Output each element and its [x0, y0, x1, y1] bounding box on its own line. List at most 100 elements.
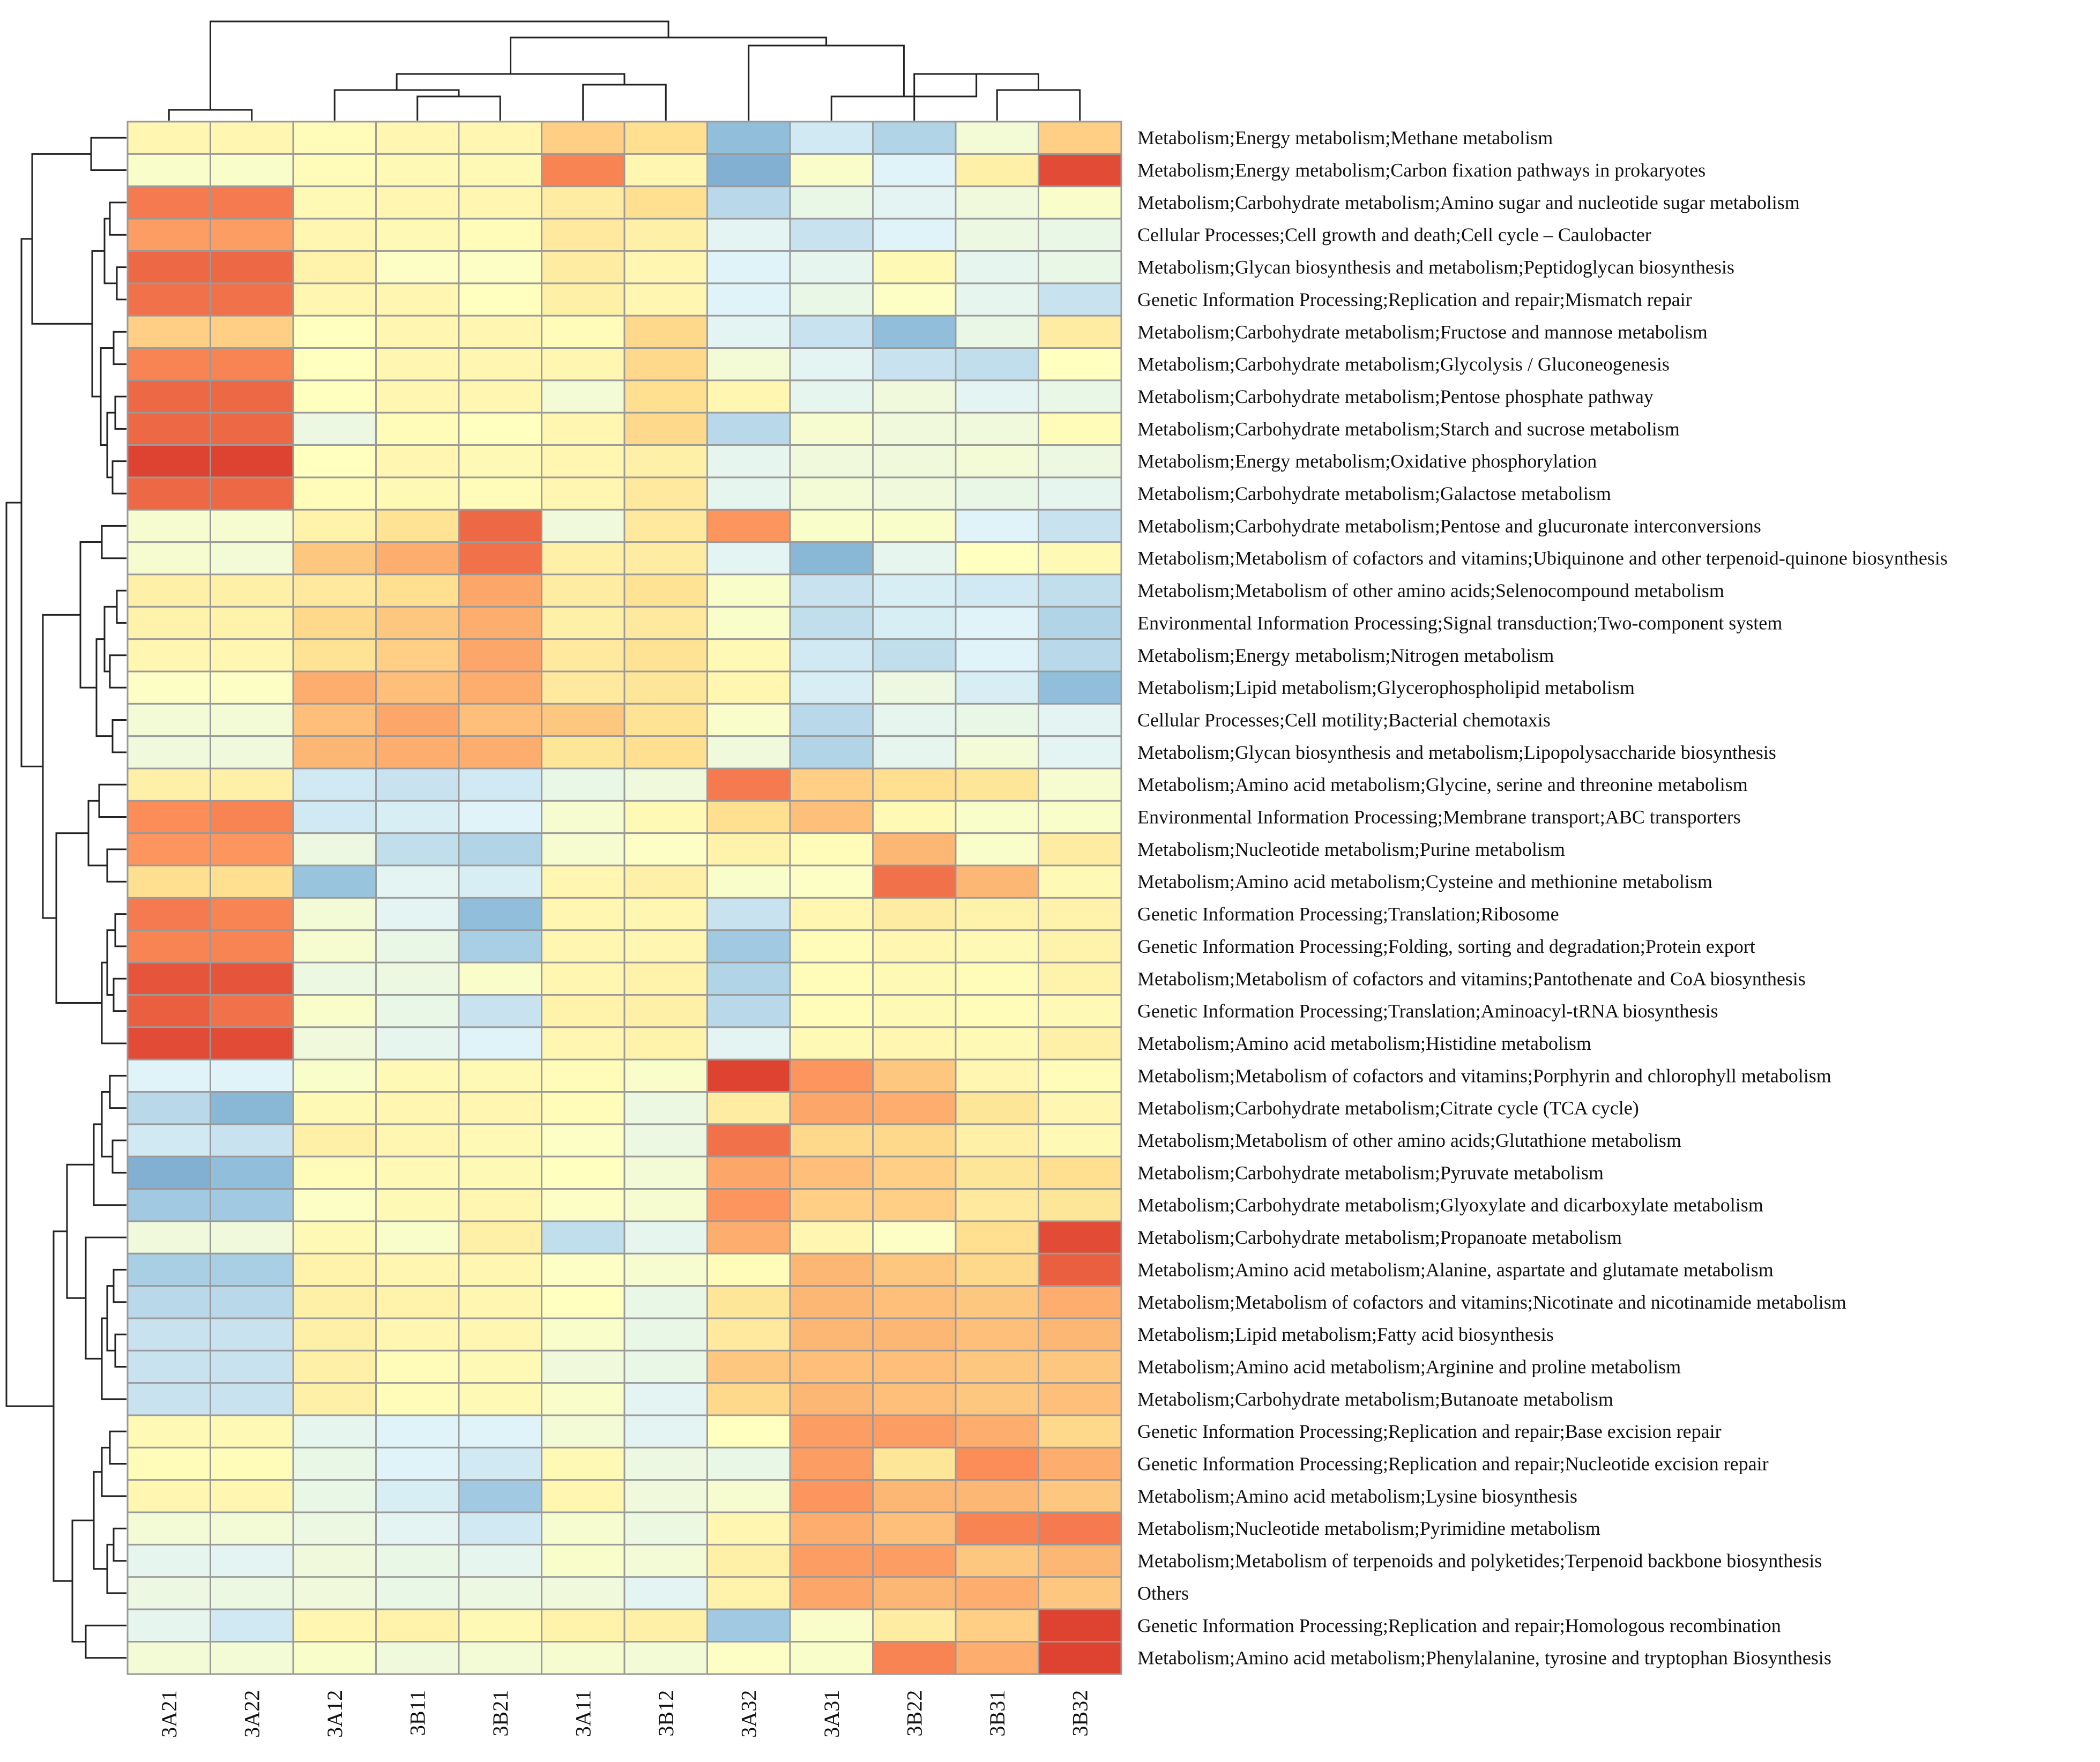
- heatmap-cell: [706, 606, 791, 640]
- heatmap-cell: [375, 1123, 460, 1158]
- heatmap-cell: [458, 185, 542, 220]
- heatmap-cell: [1038, 1220, 1122, 1255]
- heatmap-cell: [292, 1382, 377, 1416]
- heatmap-cell: [458, 282, 542, 317]
- heatmap-cell: [872, 864, 957, 899]
- heatmap-cell: [872, 1155, 957, 1190]
- heatmap-cell: [292, 767, 377, 802]
- heatmap-cell: [126, 1317, 211, 1352]
- heatmap-cell: [1038, 994, 1122, 1028]
- heatmap-cell: [623, 1026, 708, 1061]
- heatmap-cell: [210, 1252, 294, 1287]
- heatmap-cell: [541, 282, 625, 317]
- heatmap-cell: [292, 509, 377, 543]
- heatmap-cell: [955, 1091, 1039, 1125]
- row-label: Genetic Information Processing;Translati…: [1137, 1001, 1718, 1022]
- heatmap-cell: [955, 832, 1039, 867]
- heatmap-cell: [789, 1220, 874, 1255]
- heatmap-cell: [541, 1608, 625, 1643]
- heatmap-cell: [955, 476, 1039, 511]
- heatmap-cell: [623, 1608, 708, 1643]
- heatmap-cell: [789, 897, 874, 931]
- heatmap-cell: [375, 315, 460, 349]
- heatmap-cell: [872, 1349, 957, 1384]
- heatmap-cell: [458, 1349, 542, 1384]
- heatmap-cell: [955, 767, 1039, 802]
- heatmap-cell: [789, 1608, 874, 1643]
- heatmap-cell: [292, 832, 377, 867]
- heatmap-cell: [872, 573, 957, 608]
- heatmap-cell: [210, 573, 294, 608]
- heatmap-cell: [623, 282, 708, 317]
- heatmap-cell: [706, 347, 791, 382]
- heatmap-cell: [375, 1220, 460, 1255]
- heatmap-cell: [210, 735, 294, 770]
- row-dendrogram-link: [5, 502, 54, 1407]
- heatmap-cell: [541, 185, 625, 220]
- heatmap-cell: [458, 1220, 542, 1255]
- row-label: Metabolism;Metabolism of cofactors and v…: [1137, 548, 1948, 569]
- heatmap-cell: [955, 864, 1039, 899]
- heatmap-cell: [872, 929, 957, 964]
- heatmap-cell: [292, 1349, 377, 1384]
- heatmap-cell: [955, 218, 1039, 252]
- heatmap-cell: [375, 1026, 460, 1061]
- heatmap-cell: [458, 1252, 542, 1287]
- row-dendrogram-link: [66, 1163, 94, 1299]
- heatmap-cell: [706, 864, 791, 899]
- heatmap-cell: [789, 1058, 874, 1093]
- heatmap-cell: [541, 1382, 625, 1416]
- heatmap-cell: [706, 121, 791, 155]
- heatmap-cell: [706, 153, 791, 188]
- row-dendrogram-link: [31, 153, 92, 325]
- heatmap-cell: [292, 1220, 377, 1255]
- row-label: Metabolism;Glycan biosynthesis and metab…: [1137, 742, 1776, 763]
- row-label: Metabolism;Metabolism of cofactors and v…: [1137, 1065, 1831, 1086]
- heatmap-cell: [210, 670, 294, 705]
- heatmap-cell: [375, 961, 460, 996]
- heatmap-cell: [872, 218, 957, 252]
- heatmap-cell: [126, 1252, 211, 1287]
- heatmap-cell: [292, 412, 377, 446]
- heatmap-cell: [623, 1543, 708, 1578]
- row-dendrogram-link: [114, 913, 126, 947]
- heatmap-cell: [210, 1123, 294, 1158]
- heatmap-cell: [292, 1317, 377, 1352]
- heatmap-cell: [458, 767, 542, 802]
- heatmap-cell: [955, 1576, 1039, 1610]
- heatmap-cell: [541, 670, 625, 705]
- heatmap-cell: [126, 476, 211, 511]
- heatmap-cell: [623, 1285, 708, 1319]
- heatmap-cell: [955, 1641, 1039, 1675]
- heatmap-cell: [1038, 961, 1122, 996]
- heatmap-cell: [292, 1479, 377, 1513]
- heatmap-cell: [458, 897, 542, 931]
- heatmap-cell: [126, 1543, 211, 1578]
- heatmap-cell: [789, 1414, 874, 1449]
- heatmap-cell: [623, 1479, 708, 1513]
- heatmap-cell: [955, 638, 1039, 673]
- heatmap-cell: [1038, 703, 1122, 737]
- heatmap-cell: [292, 735, 377, 770]
- heatmap-cell: [126, 412, 211, 446]
- heatmap-cell: [210, 1349, 294, 1384]
- heatmap-cell: [623, 121, 708, 155]
- heatmap-cell: [1038, 606, 1122, 640]
- row-label: Metabolism;Carbohydrate metabolism;Pyruv…: [1137, 1162, 1604, 1183]
- heatmap-cell: [872, 315, 957, 349]
- heatmap-cell: [789, 153, 874, 188]
- heatmap-cell: [955, 1026, 1039, 1061]
- heatmap-cell: [458, 1479, 542, 1513]
- row-label: Metabolism;Nucleotide metabolism;Pyrimid…: [1137, 1518, 1600, 1539]
- heatmap-cell: [541, 379, 625, 414]
- heatmap-cell: [126, 1285, 211, 1319]
- heatmap-cell: [210, 1317, 294, 1352]
- heatmap-cell: [375, 1414, 460, 1449]
- heatmap-cell: [1038, 864, 1122, 899]
- heatmap-cell: [458, 1123, 542, 1158]
- heatmap-cell: [1038, 735, 1122, 770]
- column-dendrogram-link: [996, 89, 1081, 121]
- column-label: 3B11: [406, 1690, 430, 1736]
- heatmap-cell: [375, 153, 460, 188]
- heatmap-cell: [210, 1220, 294, 1255]
